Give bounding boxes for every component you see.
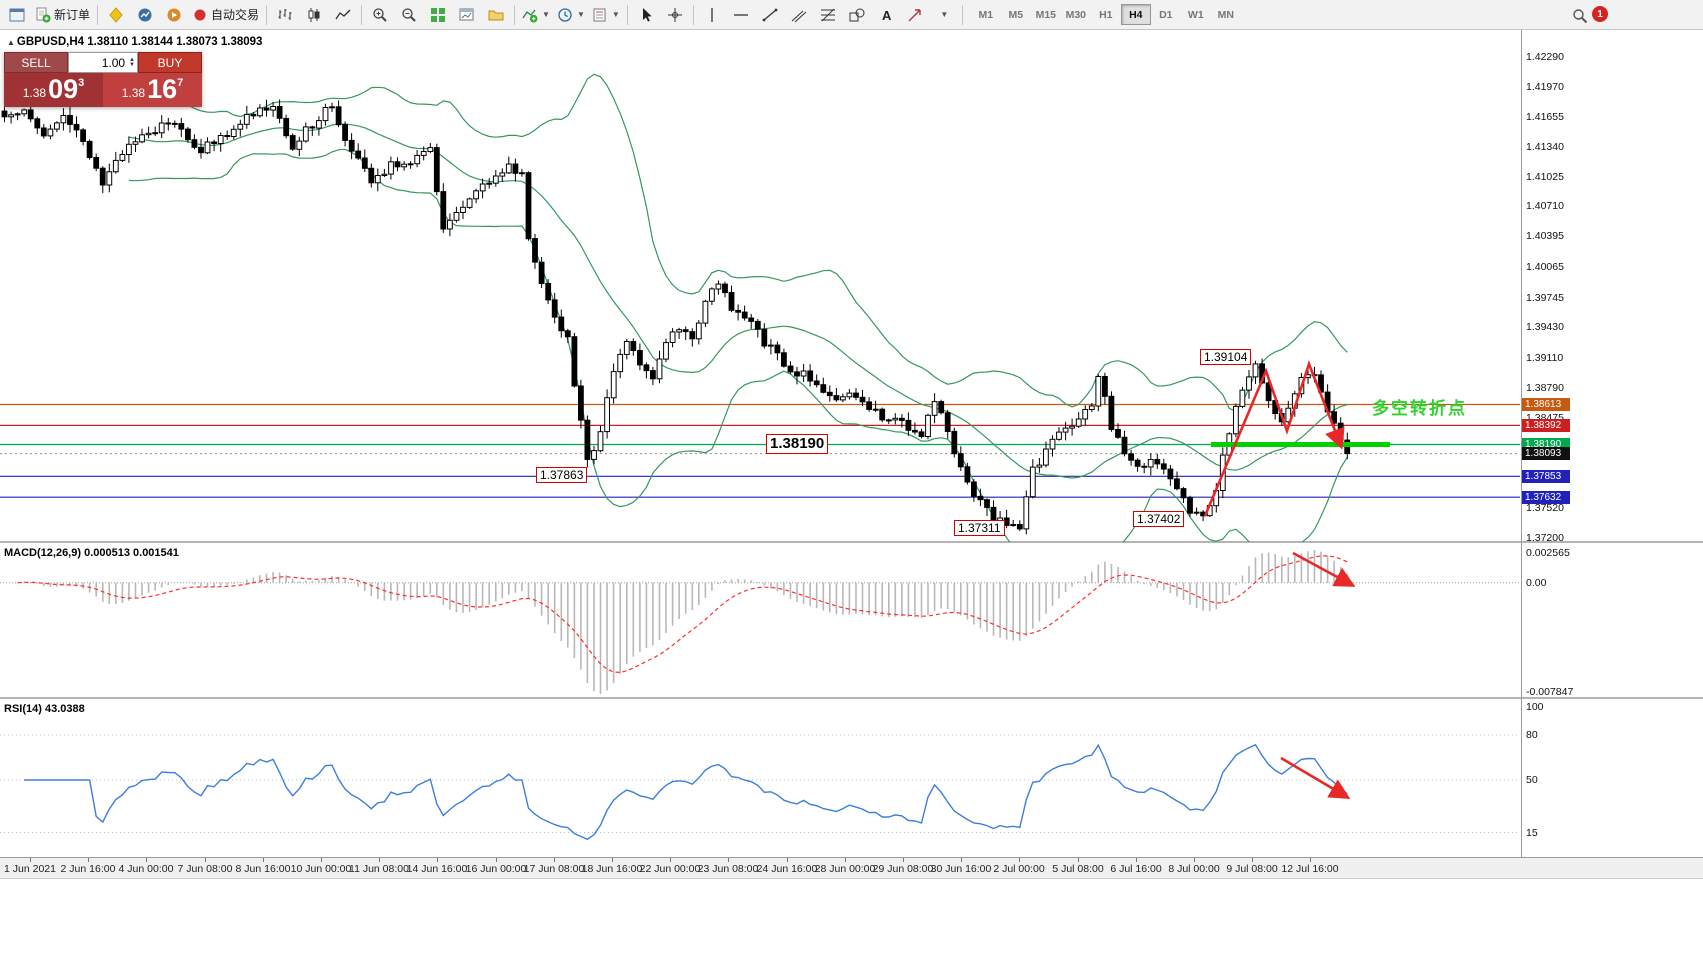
new-chart-icon[interactable] [453,4,481,26]
volume-spinner[interactable]: ▲ ▼ [129,56,135,68]
periods-button[interactable]: ▼ [554,4,588,26]
toolbar-separator [961,4,963,25]
rsi-panel[interactable] [0,701,1703,858]
terminal-grid-icon[interactable] [3,4,31,26]
collapse-triangle-icon[interactable]: ▲ [7,38,15,47]
channel-icon[interactable] [785,4,813,26]
price-axis-divider [1521,30,1522,858]
price-callout[interactable]: 1.38190 [766,434,829,454]
text-icon[interactable]: A [872,4,900,26]
buy-price-big: 16 [147,74,178,104]
buy-price-display[interactable]: 1.38 16 7 [103,73,202,107]
timeframe-h1[interactable]: H1 [1099,8,1113,21]
toolbar: 新订单 自动交易 ▼ ▼ ▼ A ▼ [0,0,1703,30]
arrows-icon[interactable] [901,4,929,26]
toolbar-separator [514,4,516,25]
market-watch-icon[interactable] [131,4,159,26]
price-callout[interactable]: 1.37863 [536,467,588,483]
line-chart-icon[interactable] [329,4,357,26]
timeframe-m15[interactable]: M15 [1035,8,1057,21]
indicators-icon [522,7,538,23]
toolbar-separator [266,4,268,25]
timeframe-w1[interactable]: W1 [1187,8,1204,21]
trendline-icon[interactable] [756,4,784,26]
price-callout[interactable]: 1.39104 [1200,349,1252,365]
template-icon [592,7,608,23]
tile-windows-icon[interactable] [424,4,452,26]
autotrade-icon [192,7,208,23]
chart-symbol-title: ▲ GBPUSD,H4 1.38110 1.38144 1.38073 1.380… [7,36,262,48]
notification-badge[interactable]: 1 [1592,6,1608,22]
annotation-text: 多空转折点 [1372,399,1467,418]
toolbar-separator [626,4,628,25]
clock-icon [557,7,573,23]
cursor-icon[interactable] [632,4,660,26]
time-axis[interactable] [0,858,1703,879]
sell-price-sup: 3 [78,77,85,89]
timeframe-d1[interactable]: D1 [1159,8,1173,21]
new-order-icon [35,7,51,23]
horizontal-line-icon[interactable] [727,4,755,26]
sell-button[interactable]: SELL [4,52,68,73]
macd-label: MACD(12,26,9) 0.000513 0.001541 [4,547,179,559]
shapes-icon[interactable] [843,4,871,26]
bar-chart-icon[interactable] [271,4,299,26]
search-icon[interactable] [1566,5,1594,27]
one-click-trading-panel: SELL 1.00 ▲ ▼ BUY 1.38 09 3 1.38 16 7 [4,52,202,107]
svg-text:A: A [882,8,892,23]
autotrade-button[interactable]: 自动交易 [189,4,262,26]
toolbar-separator [361,4,363,25]
indicators-button[interactable]: ▼ [519,4,553,26]
autotrade-label: 自动交易 [211,8,260,22]
strategy-tester-icon[interactable] [160,4,188,26]
volume-value: 1.00 [101,55,126,70]
price-callout[interactable]: 1.37311 [954,520,1005,536]
chart-panel[interactable] [0,30,1703,543]
timeframe-mn[interactable]: MN [1217,8,1234,21]
timeframe-h4[interactable]: H4 [1120,4,1151,25]
spinner-up-icon[interactable]: ▲ [129,56,135,63]
price-callout[interactable]: 1.37402 [1133,511,1185,527]
spinner-down-icon[interactable]: ▼ [129,61,135,68]
sell-price-display[interactable]: 1.38 09 3 [4,73,103,107]
objects-dropdown-icon[interactable]: ▼ [930,4,958,26]
chevron-down-icon: ▼ [611,10,620,19]
toolbar-separator [97,4,99,25]
chevron-down-icon: ▼ [940,10,949,19]
templates-button[interactable]: ▼ [589,4,623,26]
fibonacci-icon[interactable] [814,4,842,26]
macd-panel[interactable] [0,545,1703,699]
rsi-label: RSI(14) 43.0388 [4,703,85,715]
metaeditor-icon[interactable] [102,4,130,26]
timeframe-m5[interactable]: M5 [1008,8,1024,21]
crosshair-icon[interactable] [661,4,689,26]
timeframe-group: M1 M5 M15 M30 H1 H4 D1 W1 MN [971,4,1241,25]
symbol-ohlc-text: GBPUSD,H4 1.38110 1.38144 1.38073 1.3809… [16,36,263,48]
new-order-label: 新订单 [54,8,91,22]
sell-price-big: 09 [48,74,79,104]
buy-price-sup: 7 [177,77,184,89]
toolbar-separator [692,4,694,25]
zoom-out-icon[interactable] [395,4,423,26]
chevron-down-icon: ▼ [576,10,585,19]
zoom-in-icon[interactable] [366,4,394,26]
timeframe-m1[interactable]: M1 [978,8,994,21]
candlestick-chart-icon[interactable] [300,4,328,26]
vertical-line-icon[interactable] [698,4,726,26]
sell-price-prefix: 1.38 [22,86,47,100]
new-order-button[interactable]: 新订单 [32,4,93,26]
buy-price-prefix: 1.38 [121,86,146,100]
timeframe-m30[interactable]: M30 [1065,8,1087,21]
chart-profiles-icon[interactable] [482,4,510,26]
buy-button[interactable]: BUY [138,52,202,73]
chevron-down-icon: ▼ [542,10,550,19]
volume-field[interactable]: 1.00 ▲ ▼ [68,52,138,73]
